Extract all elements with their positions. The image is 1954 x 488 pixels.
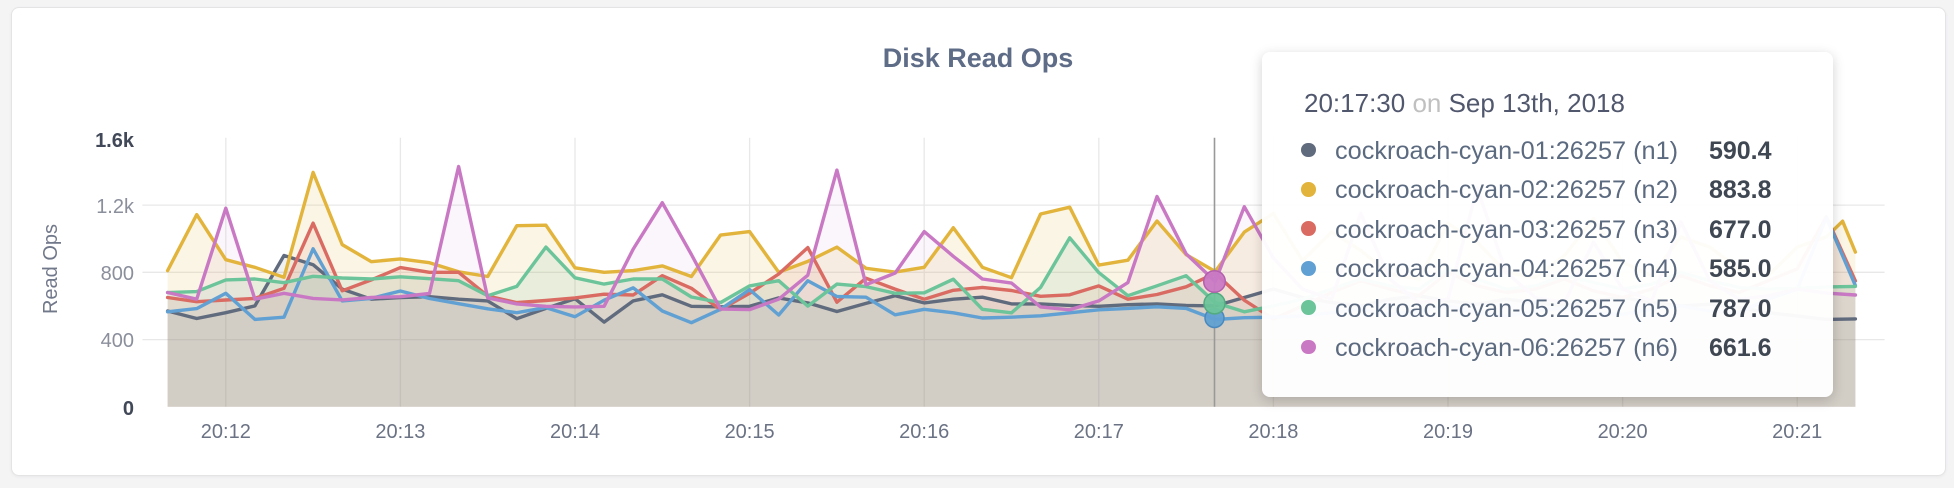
svg-text:20:20: 20:20 xyxy=(1598,421,1648,443)
svg-text:400: 400 xyxy=(101,330,134,352)
svg-text:20:15: 20:15 xyxy=(725,421,775,443)
svg-text:20:21: 20:21 xyxy=(1772,421,1822,443)
svg-text:20:16: 20:16 xyxy=(899,421,949,443)
svg-text:20:14: 20:14 xyxy=(550,421,600,443)
svg-text:800: 800 xyxy=(101,263,134,285)
svg-text:20:19: 20:19 xyxy=(1423,421,1473,443)
svg-text:1.6k: 1.6k xyxy=(95,130,135,152)
svg-text:Disk Read Ops: Disk Read Ops xyxy=(883,43,1074,73)
svg-text:0: 0 xyxy=(123,398,134,420)
svg-text:20:13: 20:13 xyxy=(375,421,425,443)
svg-text:1.2k: 1.2k xyxy=(96,196,135,218)
svg-text:Read Ops: Read Ops xyxy=(40,224,62,314)
svg-text:20:12: 20:12 xyxy=(201,421,251,443)
svg-text:20:17: 20:17 xyxy=(1074,421,1124,443)
svg-text:20:18: 20:18 xyxy=(1248,421,1298,443)
